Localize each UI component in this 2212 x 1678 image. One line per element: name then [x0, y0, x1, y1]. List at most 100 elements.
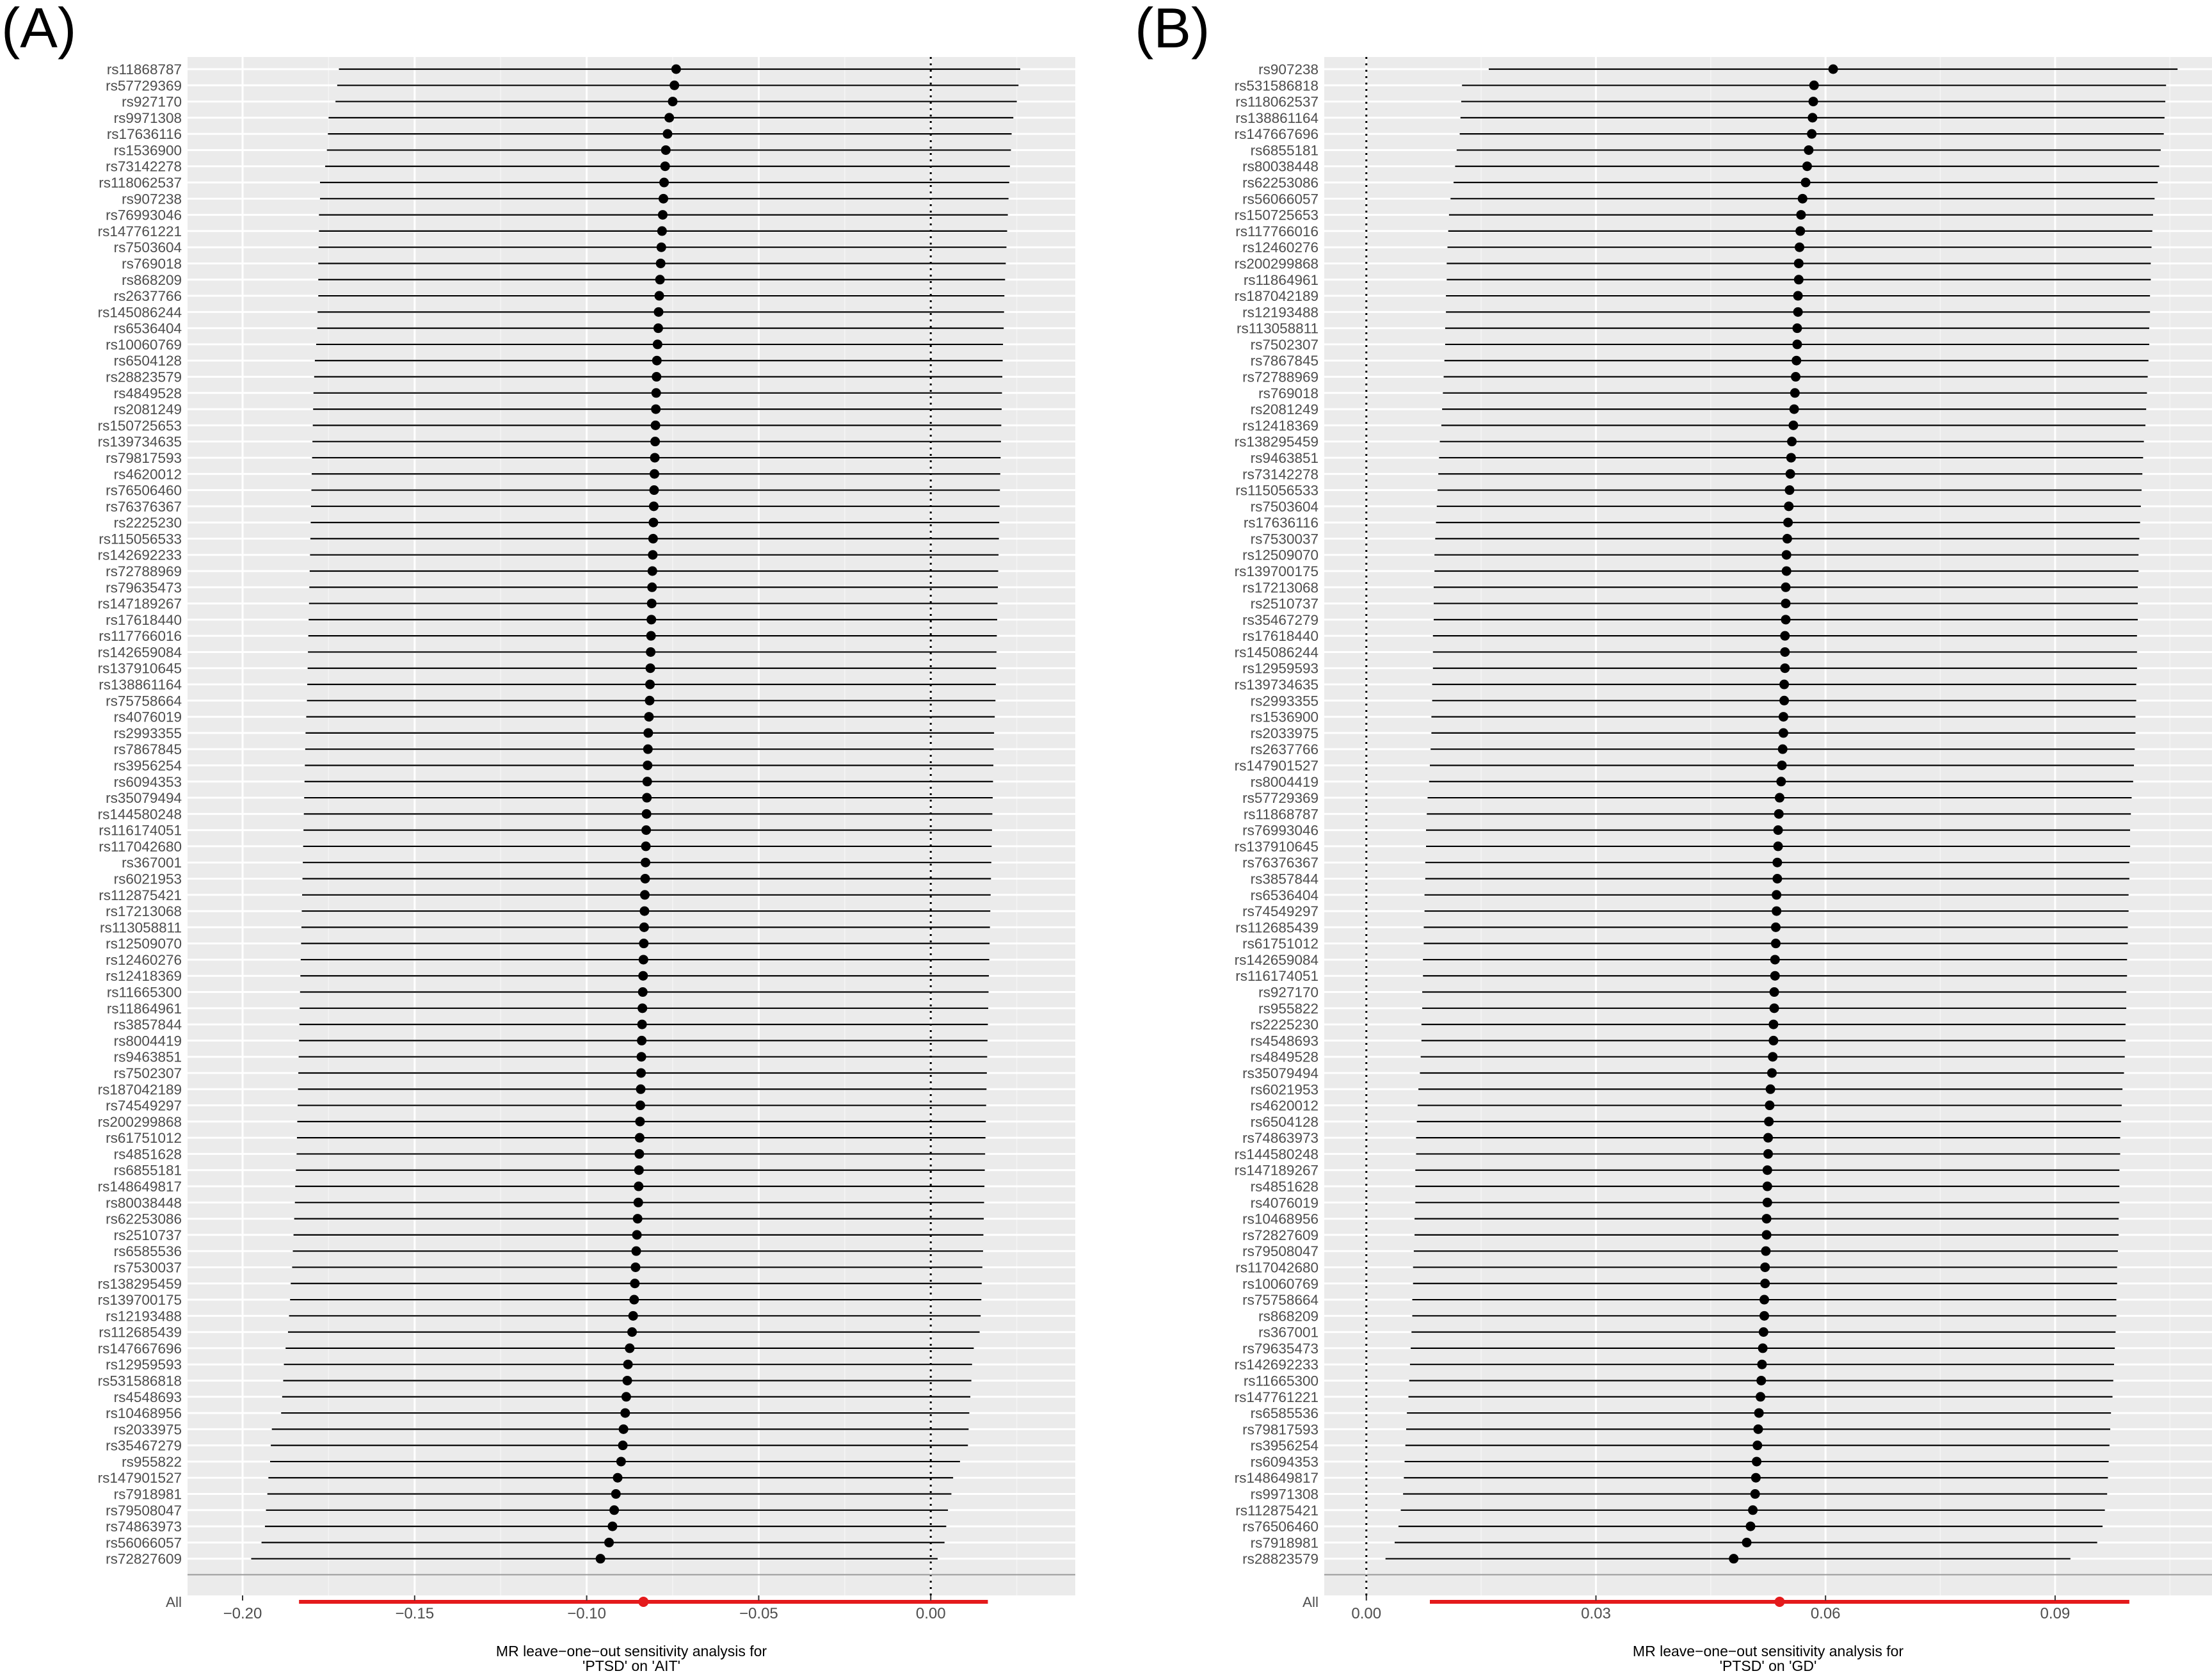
snp-estimate-point [625, 1343, 635, 1353]
snp-label: rs2033975 [114, 1421, 182, 1437]
snp-label: rs200299868 [98, 1114, 182, 1130]
snp-estimate-point [1779, 679, 1790, 690]
snp-estimate-point [648, 501, 659, 512]
snp-estimate-point [1765, 1101, 1775, 1111]
snp-label: rs8004419 [1251, 774, 1318, 790]
snp-label: rs147667696 [98, 1341, 182, 1357]
snp-label: rs3857844 [1251, 871, 1318, 887]
snp-label: rs6094353 [114, 774, 182, 790]
overall-label: All [166, 1594, 182, 1610]
snp-label: rs117042680 [1235, 1259, 1318, 1275]
snp-label: rs79817593 [1242, 1421, 1318, 1437]
snp-label: rs118062537 [99, 175, 182, 191]
snp-label: rs7530037 [1251, 531, 1318, 547]
snp-estimate-point [1792, 323, 1802, 334]
snp-estimate-point [1752, 1440, 1763, 1451]
snp-estimate-point [628, 1311, 638, 1321]
snp-estimate-point [645, 679, 655, 690]
snp-estimate-point [1795, 242, 1805, 252]
snp-estimate-point [645, 695, 655, 706]
snp-label: rs17636116 [1244, 515, 1318, 531]
snp-label: rs6094353 [1251, 1454, 1318, 1470]
snp-estimate-point [646, 615, 657, 625]
snp-estimate-point [1759, 1295, 1770, 1305]
snp-label: rs12193488 [1242, 304, 1318, 320]
snp-estimate-point [655, 275, 665, 285]
snp-estimate-point [1784, 501, 1794, 512]
snp-estimate-point [629, 1295, 639, 1305]
snp-estimate-point [1787, 437, 1797, 447]
snp-label: rs76506460 [1242, 1519, 1318, 1535]
snp-label: rs4076019 [114, 709, 182, 725]
snp-label: rs6504128 [114, 353, 182, 369]
snp-estimate-point [1777, 744, 1788, 754]
snp-estimate-point [627, 1327, 637, 1337]
snp-estimate-point [1774, 809, 1784, 819]
snp-estimate-point [621, 1392, 631, 1402]
snp-label: rs200299868 [1235, 255, 1318, 271]
snp-estimate-point [1756, 1392, 1766, 1402]
snp-label: rs7502307 [1251, 337, 1318, 353]
snp-estimate-point [1791, 372, 1801, 382]
snp-label: rs117766016 [99, 628, 182, 644]
snp-label: rs117766016 [1235, 223, 1318, 239]
snp-label: rs7503604 [1251, 499, 1318, 515]
snp-label: rs72788969 [1242, 369, 1318, 385]
snp-label: rs35079494 [1242, 1065, 1318, 1081]
snp-estimate-point [1769, 987, 1779, 997]
panel-letter: (A) [1, 0, 76, 60]
snp-estimate-point [1828, 64, 1838, 74]
snp-estimate-point [653, 307, 664, 317]
snp-label: rs112875421 [99, 887, 182, 903]
snp-label: rs115056533 [1235, 483, 1318, 499]
snp-label: rs79508047 [106, 1503, 182, 1519]
snp-estimate-point [1772, 874, 1783, 883]
snp-label: rs2993355 [1251, 693, 1318, 709]
snp-label: rs74549297 [1242, 903, 1318, 919]
snp-label: rs955822 [122, 1454, 182, 1470]
snp-estimate-point [1807, 129, 1817, 139]
snp-label: rs2637766 [114, 288, 182, 304]
snp-label: rs9971308 [114, 110, 182, 126]
overall-estimate-point [638, 1597, 649, 1607]
snp-estimate-point [634, 1149, 645, 1159]
snp-estimate-point [639, 906, 650, 916]
snp-estimate-point [618, 1440, 628, 1451]
overall-estimate-point [1774, 1597, 1785, 1607]
snp-estimate-point [595, 1554, 605, 1564]
snp-label: rs62253086 [106, 1211, 182, 1227]
snp-estimate-point [664, 113, 675, 123]
snp-estimate-point [641, 809, 652, 819]
snp-estimate-point [646, 647, 656, 657]
snp-label: rs12418369 [1242, 417, 1318, 433]
snp-estimate-point [607, 1521, 618, 1531]
snp-label: rs137910645 [1235, 839, 1318, 855]
snp-label: rs147667696 [1235, 126, 1318, 142]
snp-estimate-point [1762, 1197, 1772, 1207]
snp-estimate-point [1784, 485, 1795, 496]
snp-estimate-point [648, 533, 658, 544]
snp-estimate-point [1770, 922, 1781, 932]
snp-label: rs367001 [122, 855, 182, 871]
snp-label: rs12460276 [106, 952, 182, 968]
x-tick-label: 0.00 [1351, 1605, 1381, 1622]
snp-estimate-point [630, 1279, 640, 1289]
snp-label: rs112875421 [1235, 1503, 1318, 1519]
snp-estimate-point [634, 1181, 644, 1191]
snp-estimate-point [655, 258, 666, 268]
snp-label: rs76376367 [1242, 855, 1318, 871]
snp-label: rs80038448 [106, 1195, 182, 1211]
snp-estimate-point [1790, 388, 1800, 398]
snp-estimate-point [654, 291, 664, 301]
snp-label: rs147761221 [1235, 1389, 1318, 1405]
snp-estimate-point [652, 372, 662, 382]
snp-estimate-point [637, 987, 648, 997]
snp-label: rs4548693 [1251, 1033, 1318, 1049]
snp-estimate-point [1760, 1279, 1770, 1289]
snp-estimate-point [632, 1230, 642, 1240]
snp-estimate-point [1772, 890, 1782, 900]
snp-label: rs76993046 [106, 207, 182, 223]
snp-label: rs138861164 [1235, 110, 1318, 126]
snp-estimate-point [1770, 955, 1780, 965]
snp-label: rs2225230 [114, 515, 182, 531]
